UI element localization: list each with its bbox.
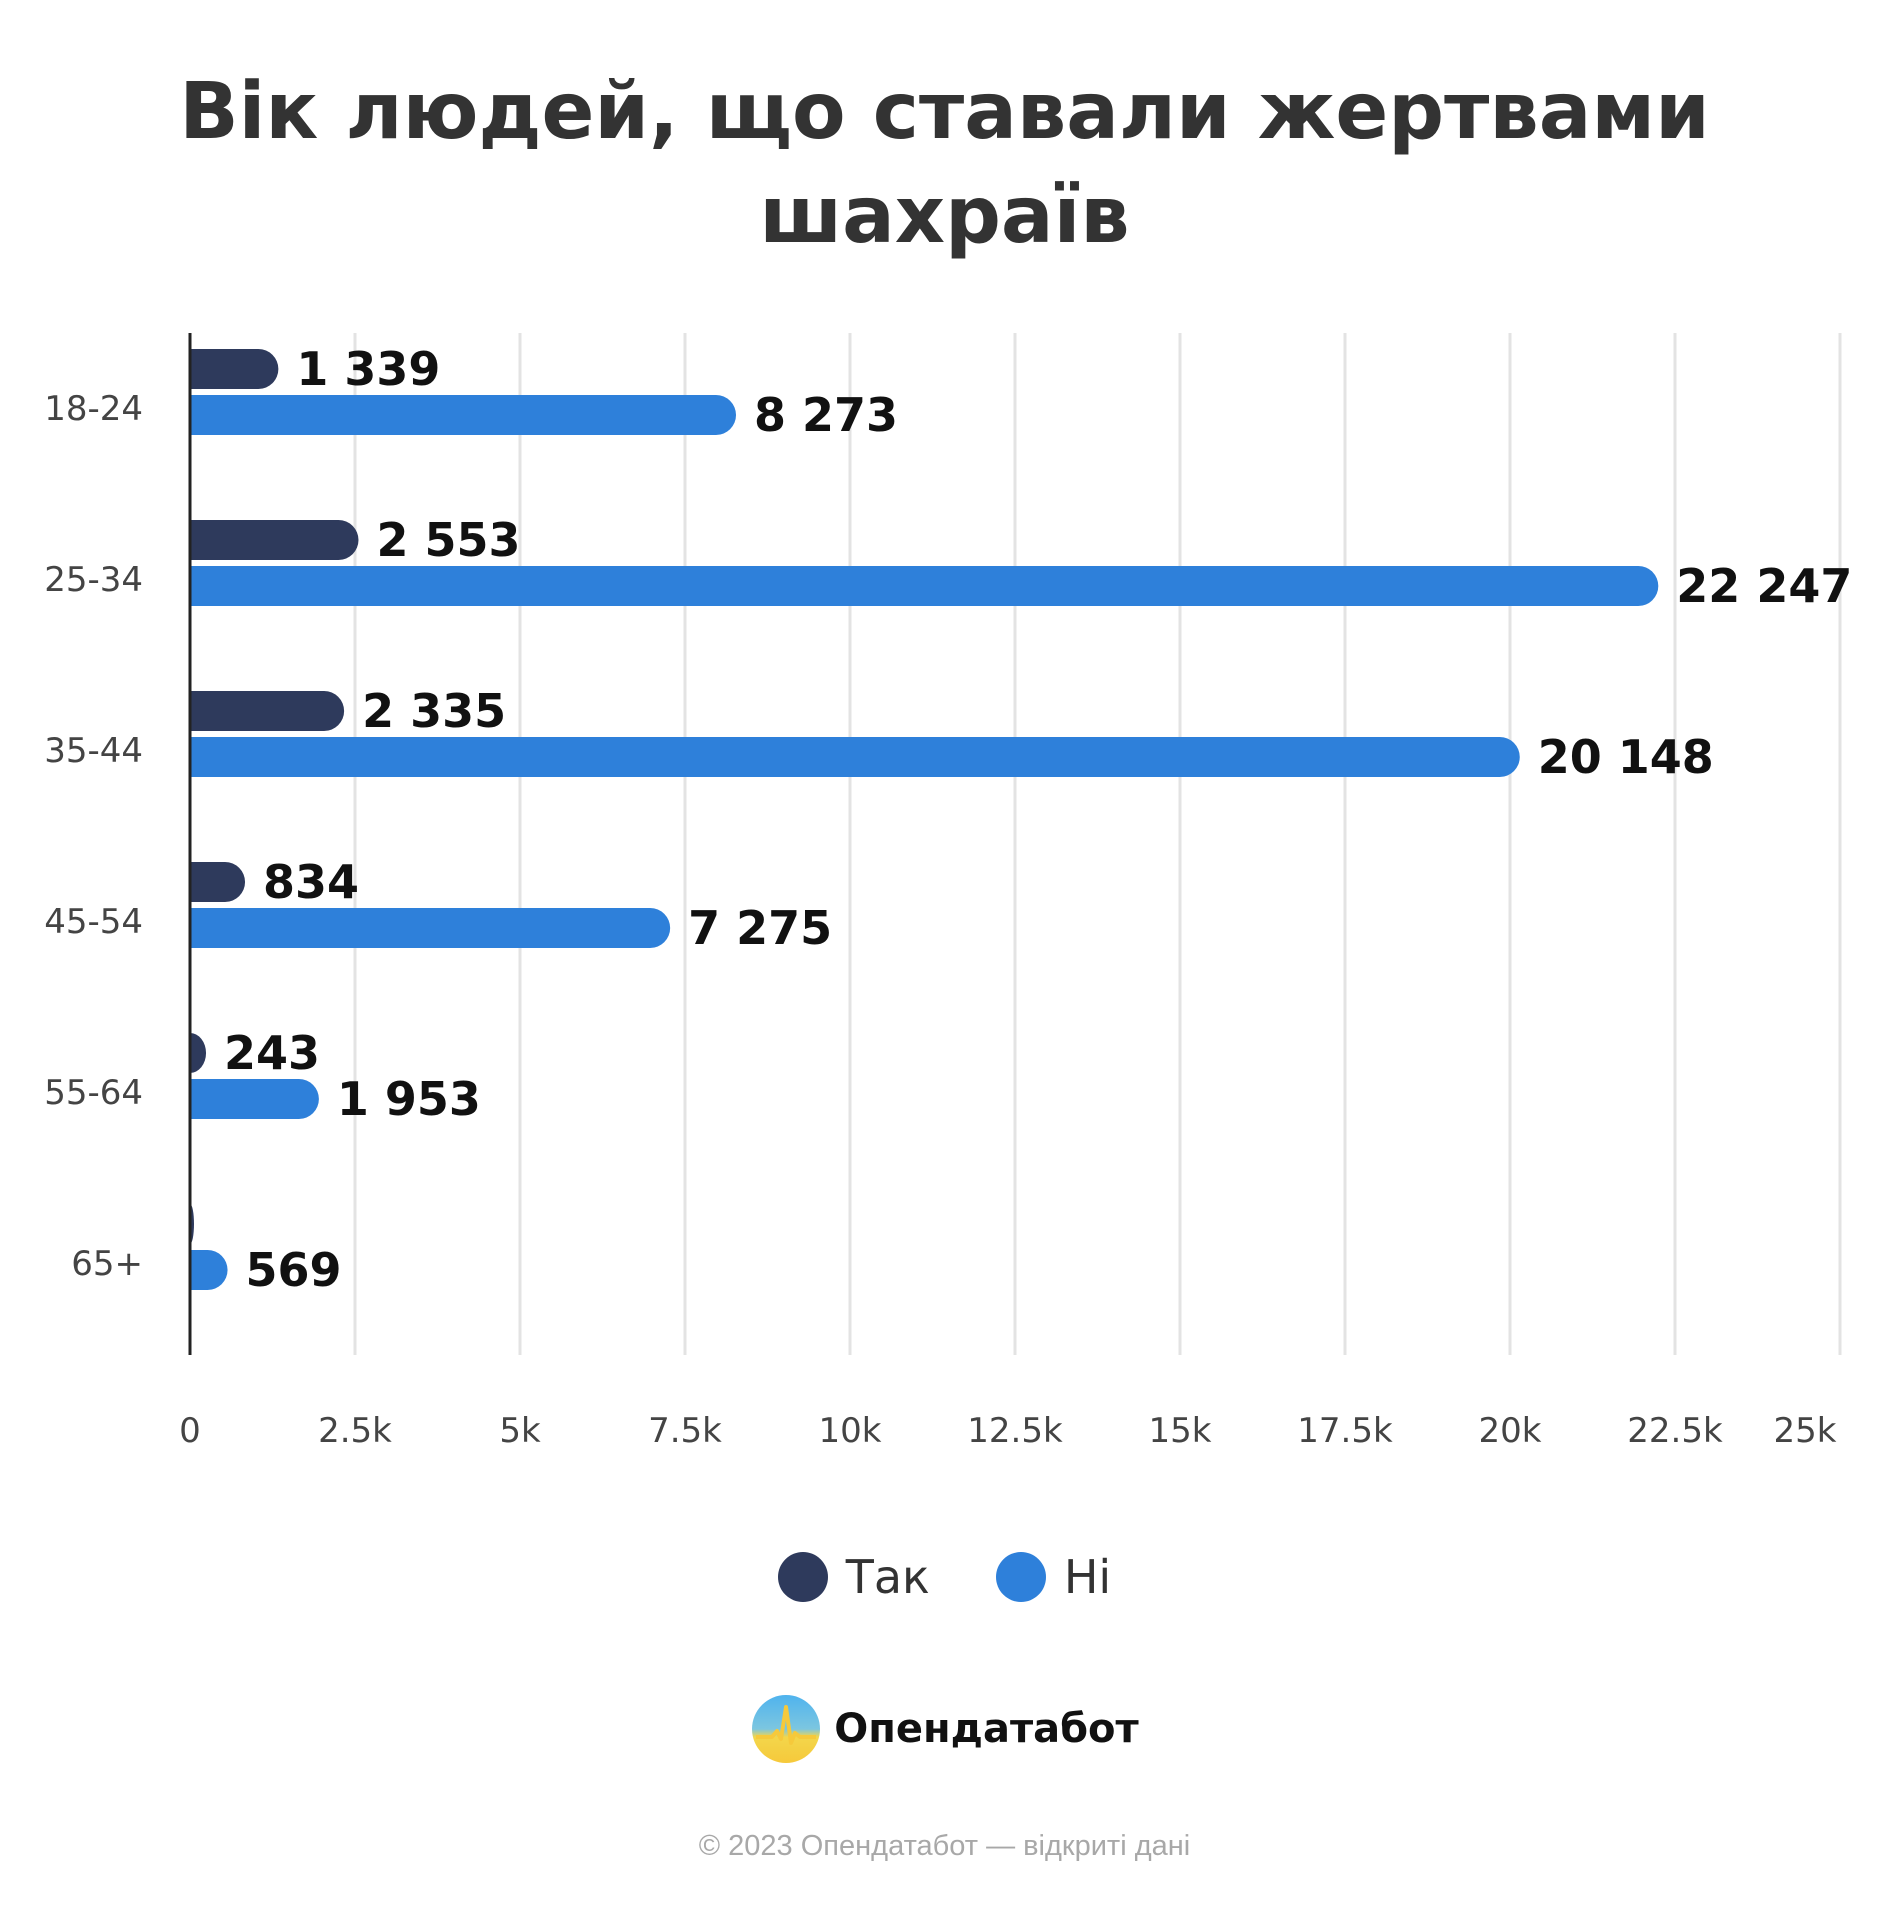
brand-name: Опендатабот [834, 1706, 1139, 1752]
x-tick-label: 12.5k [967, 1411, 1063, 1451]
legend-dot-series-2 [995, 1552, 1046, 1602]
legend-item-series-2[interactable]: Ні [995, 1550, 1112, 1604]
legend-dot-series-1 [777, 1552, 828, 1602]
footer-copyright: © 2023 Опендатабот — відкриті дані [698, 1830, 1191, 1862]
brand-logo: Опендатабот [0, 1693, 1889, 1765]
data-label: 2 553 [376, 513, 520, 567]
bar-series-2 [190, 566, 1659, 606]
data-label: 834 [263, 855, 359, 909]
bar-series-2 [190, 1079, 319, 1119]
bar-series-1 [190, 1033, 207, 1073]
x-tick-label: 10k [819, 1411, 882, 1451]
y-category-label: 65+ [71, 1244, 143, 1284]
x-tick-label: 0 [179, 1411, 201, 1451]
y-category-label: 45-54 [44, 902, 143, 942]
y-category-label: 25-34 [44, 560, 143, 600]
bar-series-2 [190, 737, 1520, 778]
bar-series-1 [190, 349, 279, 389]
bar-series-2 [190, 908, 671, 948]
bar-series-1 [190, 520, 359, 560]
x-tick-label: 25k [1774, 1411, 1837, 1451]
data-label: 1 953 [337, 1072, 481, 1126]
x-tick-label: 17.5k [1297, 1411, 1393, 1451]
data-label: 2 335 [362, 684, 506, 738]
bar-chart: 0 2.5k 5k 7.5k 10k 12.5k 15k 17.5k 20k 22.5k 25k 18… [44, 333, 1852, 1451]
legend: Так Ні [0, 1550, 1889, 1604]
data-label: 1 339 [296, 342, 440, 396]
legend-label-series-1: Так [845, 1550, 930, 1604]
x-tick-label: 5k [499, 1411, 541, 1451]
data-label: 243 [224, 1026, 320, 1080]
bar-series-2 [190, 395, 737, 435]
bar-series-1 [190, 862, 246, 902]
y-category-label: 35-44 [44, 731, 143, 771]
data-label: 7 275 [688, 901, 832, 955]
x-tick-label: 15k [1149, 1411, 1212, 1451]
y-category-label: 18-24 [44, 389, 143, 429]
x-tick-label: 7.5k [648, 1411, 722, 1451]
y-category-label: 55-64 [44, 1073, 143, 1113]
bar-series-2 [190, 1250, 228, 1290]
data-label: 8 273 [754, 388, 898, 442]
chart-title: Вік людей, що ставали жертвами шахраїв [179, 67, 1710, 261]
x-tick-label: 2.5k [318, 1411, 392, 1451]
opendatabot-logo-icon [752, 1695, 821, 1763]
x-tick-label: 22.5k [1627, 1411, 1723, 1451]
legend-item-series-1[interactable]: Так [777, 1550, 930, 1604]
bar-series-1 [190, 691, 345, 731]
data-label: 22 247 [1676, 559, 1852, 613]
x-tick-label: 20k [1479, 1411, 1542, 1451]
legend-label-series-2: Ні [1063, 1550, 1112, 1604]
data-label: 569 [246, 1243, 342, 1297]
data-label: 20 148 [1538, 730, 1714, 784]
